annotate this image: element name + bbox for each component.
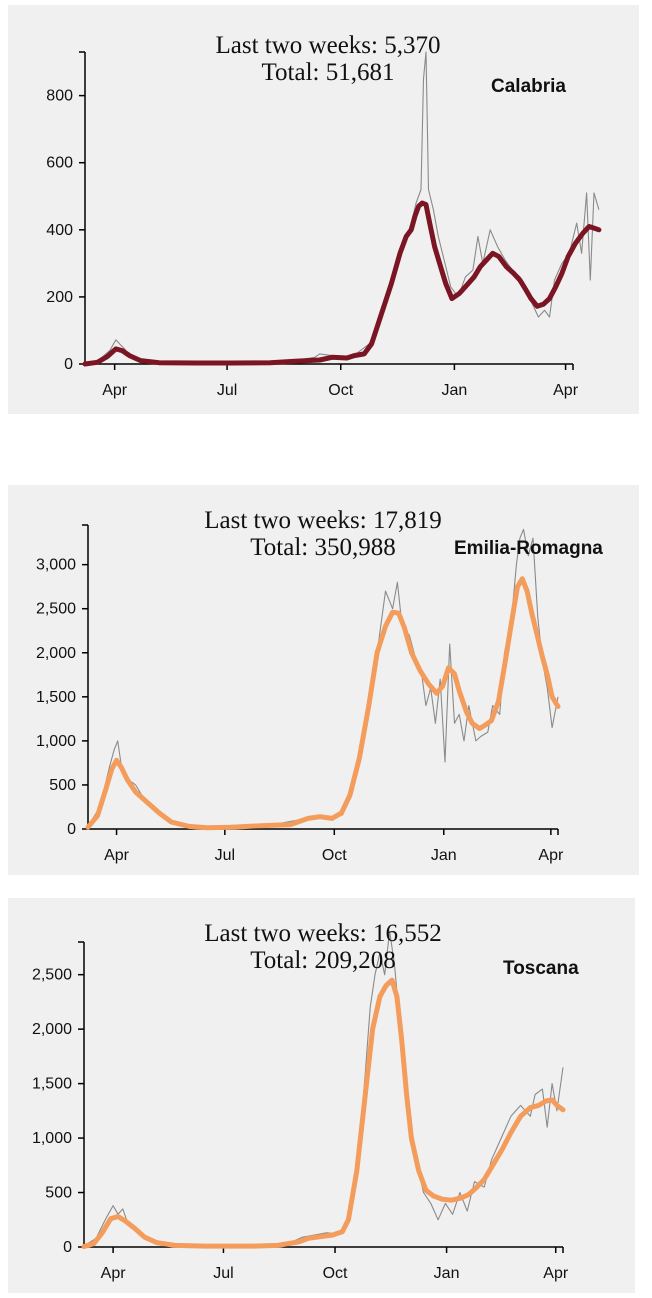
y-tick-label: 0 xyxy=(64,356,73,373)
y-tick-label: 200 xyxy=(46,289,73,306)
trend-line xyxy=(81,977,566,1249)
region-label: Emilia-Romagna xyxy=(454,538,603,559)
chart-svg-calabria: 0 200 400 600 800 Apr Jul Oct Jan Apr xyxy=(46,51,602,399)
daily-cases-line xyxy=(87,528,559,828)
x-tick-label: Jul xyxy=(215,847,235,864)
y-tick-label: 1,500 xyxy=(36,689,76,706)
chart-panel-emilia-romagna: 0 500 1,000 1,500 2,000 2,500 3,000 Apr Jul Oct Ja… xyxy=(8,485,639,875)
y-tick-label: 2,500 xyxy=(36,601,76,618)
y-tick-label: 2,000 xyxy=(32,1021,72,1038)
y-tick-label: 3,000 xyxy=(36,557,76,574)
x-tick-label: Apr xyxy=(543,1265,569,1282)
chart-panel-calabria: 0 200 400 600 800 Apr Jul Oct Jan Apr Last two we… xyxy=(8,5,639,414)
x-tick-label: Jul xyxy=(213,1265,233,1282)
region-label: Toscana xyxy=(503,958,579,979)
trend-line xyxy=(85,576,561,831)
x-tick-label: Jan xyxy=(431,847,457,864)
x-tick-label: Apr xyxy=(101,1265,127,1282)
chart-svg-toscana: 0 500 1,000 1,500 2,000 2,500 Apr Jul Oct Jan Apr xyxy=(32,930,569,1282)
chart-annotation: Last two weeks: 16,552 Total: 209,208 xyxy=(158,920,488,974)
y-tick-label: 800 xyxy=(46,88,73,105)
total-text: Total: 209,208 xyxy=(250,947,396,974)
x-tick-label: Jan xyxy=(441,382,467,399)
chart-annotation: Last two weeks: 5,370 Total: 51,681 xyxy=(158,32,498,86)
trend-line xyxy=(82,200,602,367)
daily-cases-line xyxy=(83,930,564,1247)
x-tick-label: Jan xyxy=(434,1265,460,1282)
x-tick-label: Jul xyxy=(217,382,237,399)
x-tick-label: Apr xyxy=(538,847,564,864)
last-two-weeks-text: Last two weeks: 5,370 xyxy=(215,32,441,59)
y-tick-label: 500 xyxy=(49,777,76,794)
x-tick-label: Apr xyxy=(102,382,128,399)
x-tick-label: Apr xyxy=(104,847,130,864)
x-tick-label: Apr xyxy=(553,382,579,399)
chart-annotation: Last two weeks: 17,819 Total: 350,988 xyxy=(158,507,488,561)
last-two-weeks-text: Last two weeks: 17,819 xyxy=(204,507,442,534)
y-tick-label: 1,500 xyxy=(32,1076,72,1093)
total-text: Total: 350,988 xyxy=(250,534,396,561)
y-tick-label: 0 xyxy=(67,821,76,838)
y-tick-label: 2,500 xyxy=(32,967,72,984)
x-tick-label: Oct xyxy=(328,382,353,399)
region-label: Calabria xyxy=(491,76,566,97)
y-tick-label: 500 xyxy=(45,1185,72,1202)
x-tick-label: Oct xyxy=(322,847,347,864)
total-text: Total: 51,681 xyxy=(261,59,395,86)
chart-svg-emilia-romagna: 0 500 1,000 1,500 2,000 2,500 3,000 Apr Jul Oct Ja… xyxy=(36,524,564,864)
last-two-weeks-text: Last two weeks: 16,552 xyxy=(204,920,442,947)
y-tick-label: 400 xyxy=(46,222,73,239)
daily-cases-line xyxy=(84,51,600,365)
y-tick-label: 1,000 xyxy=(36,733,76,750)
y-tick-label: 0 xyxy=(63,1239,72,1256)
x-tick-label: Oct xyxy=(323,1265,348,1282)
y-tick-label: 2,000 xyxy=(36,645,76,662)
y-tick-label: 600 xyxy=(46,155,73,172)
chart-panel-toscana: 0 500 1,000 1,500 2,000 2,500 Apr Jul Oct Jan Apr … xyxy=(8,898,635,1293)
y-tick-label: 1,000 xyxy=(32,1130,72,1147)
